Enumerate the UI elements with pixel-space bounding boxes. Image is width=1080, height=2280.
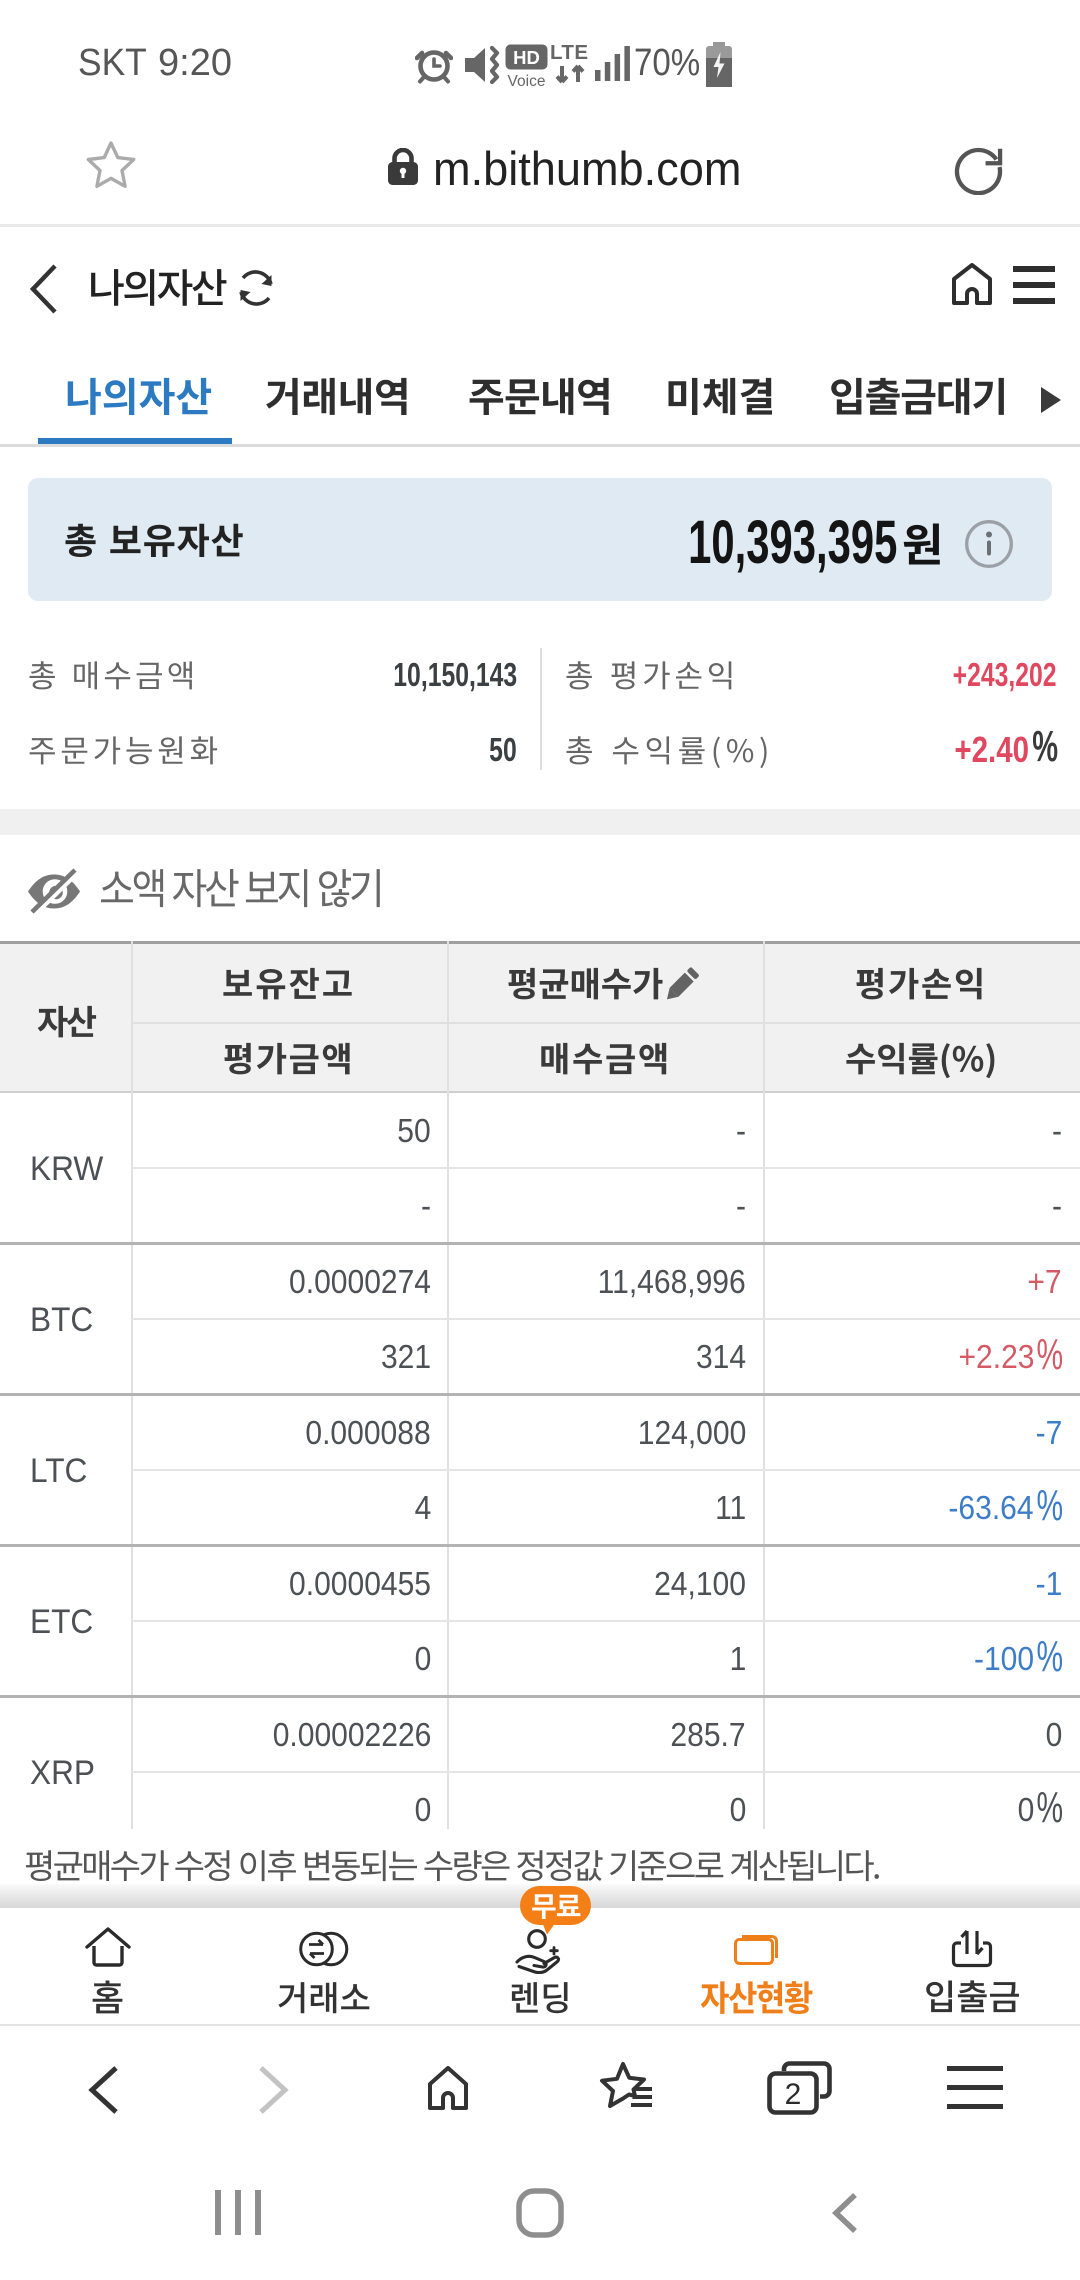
svg-text:Voice: Voice	[508, 73, 546, 88]
svg-text:HD: HD	[513, 47, 540, 68]
svg-text:LTE: LTE	[551, 43, 588, 64]
svg-text:2: 2	[785, 2078, 802, 2111]
